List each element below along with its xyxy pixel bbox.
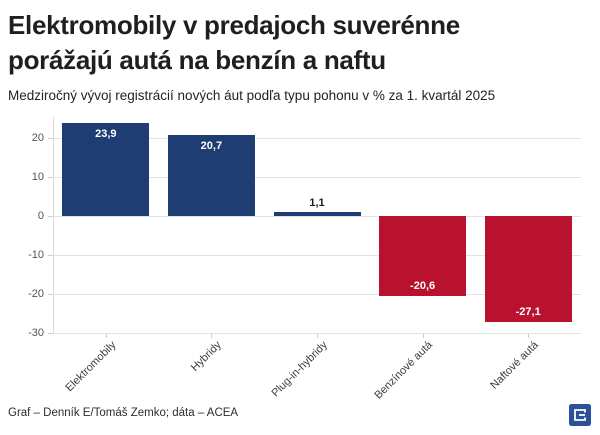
x-axis-tick (317, 334, 318, 338)
y-axis-tick (48, 216, 53, 217)
x-axis-tick (422, 334, 424, 338)
chart-subtitle: Medziročný vývoj registrácií nových áut … (8, 88, 496, 103)
plot-area: 23,9 20,7 1,1 -20,6 -27,1 (53, 117, 581, 334)
gridline (53, 177, 581, 178)
dennik-e-logo-icon (569, 404, 591, 426)
y-axis-tick (48, 177, 53, 178)
bar-naftov-aut- (484, 216, 572, 322)
x-axis-label: Naftové autá (488, 339, 541, 392)
x-axis-tick (528, 334, 530, 338)
bar-hybridy (167, 135, 255, 216)
y-axis-tick-label: -30 (28, 327, 44, 339)
bar-value-label: 1,1 (309, 196, 325, 209)
x-axis-label: Elektromobily (63, 339, 119, 395)
y-axis-tick-label: 20 (31, 132, 44, 145)
bar-plug-in-hybridy (273, 211, 361, 216)
gridline (53, 333, 581, 334)
y-axis-tick (48, 294, 53, 295)
chart-title-line1: Elektromobily v predajoch suverénne (8, 10, 460, 40)
y-axis-tick-label: -20 (28, 288, 44, 300)
y-axis-tick (48, 255, 53, 256)
x-axis-tick (105, 334, 107, 338)
chart-title-line2: porážajú autá na benzín a naftu (8, 45, 386, 75)
x-axis-label: Benzínové autá (372, 339, 436, 402)
y-axis-tick (48, 138, 53, 140)
x-axis-label: Hybridy (189, 339, 224, 374)
gridline (53, 216, 581, 217)
y-axis-tick-label: 0 (37, 210, 44, 222)
bar-benz-nov-aut- (379, 216, 467, 297)
bar-elektromobily (62, 122, 150, 216)
y-axis-line (53, 117, 54, 334)
bar-value-label: 23,9 (95, 127, 117, 140)
bar-value-label: -20,6 (410, 280, 436, 293)
x-axis-label: Plug-in-hybridy (269, 339, 330, 400)
y-axis-tick-label: -10 (28, 249, 44, 261)
gridline (53, 294, 581, 295)
y-axis-tick-label: 10 (31, 171, 44, 183)
chart-title: Elektromobily v predajoch suverénne porá… (8, 8, 460, 78)
bar-value-label: 20,7 (200, 140, 223, 153)
gridline (53, 138, 581, 140)
bar-value-label: -27,1 (515, 305, 541, 318)
credit-line: Graf – Denník E/Tomáš Zemko; dáta – ACEA (8, 407, 239, 419)
y-axis-tick (48, 333, 53, 334)
x-axis-tick (211, 334, 213, 338)
gridline (53, 255, 581, 256)
